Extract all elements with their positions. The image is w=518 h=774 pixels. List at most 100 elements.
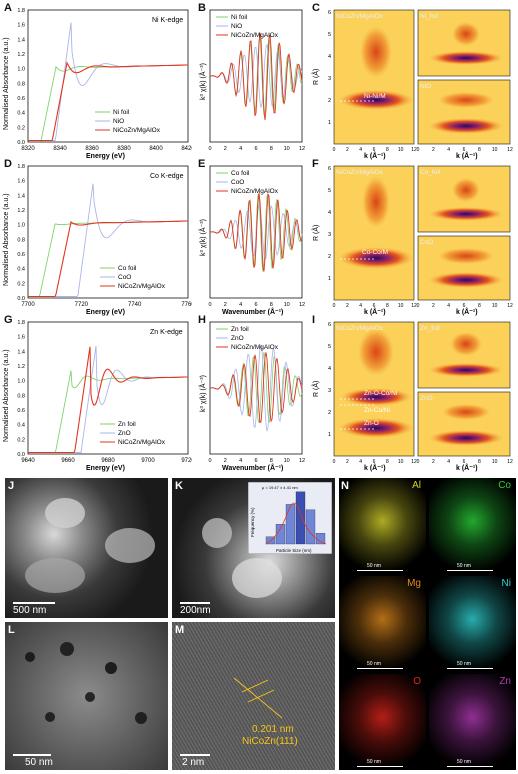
svg-text:NiCoZn/MgAlOx: NiCoZn/MgAlOx	[336, 325, 384, 332]
tick-label: 7740	[128, 302, 142, 308]
legend: Ni foil NiO NiCoZn/MgAlOx	[95, 109, 161, 134]
tick-label: 0	[417, 303, 420, 309]
tick-label: 8	[270, 302, 273, 308]
tick-label: 2	[224, 458, 227, 464]
fit-curve	[265, 502, 327, 545]
panel-label-j: J	[8, 480, 15, 492]
svg-text:Co-Co/M: Co-Co/M	[362, 249, 388, 256]
svg-text:Energy (eV): Energy (eV)	[86, 465, 125, 472]
tick-label: 1.2	[17, 364, 25, 370]
tick-label: 2	[432, 303, 435, 309]
panel-label-c: C	[312, 2, 320, 14]
svg-text:k³ χ(k) (Å⁻³): k³ χ(k) (Å⁻³)	[198, 375, 207, 412]
svg-text:Energy (eV): Energy (eV)	[86, 309, 125, 316]
map-title-foil: Ni_foil	[420, 13, 439, 20]
svg-text:NiCoZn/MgAlOx: NiCoZn/MgAlOx	[113, 127, 161, 134]
legend: Ni foil NiO NiCoZn/MgAlOx	[216, 14, 279, 39]
svg-text:CoO: CoO	[118, 274, 131, 281]
wavelet-co: R (Å) Co-Co/M NiCoZn/MgAlOx Co_foil CoO …	[311, 165, 513, 316]
tick-label: 2	[328, 98, 331, 104]
tick-label: 0.4	[17, 111, 25, 117]
edge-label: Ni K-edge	[152, 17, 183, 24]
tick-label: 10	[492, 147, 498, 153]
tick-label: 2	[432, 147, 435, 153]
tick-label: 0.2	[17, 281, 25, 287]
tick-label: 4	[359, 459, 362, 465]
scale-bar	[13, 602, 55, 604]
svg-text:Wavenumber (Å⁻¹): Wavenumber (Å⁻¹)	[222, 463, 283, 472]
tick-label: 8	[270, 458, 273, 464]
wavelet-ni: R (Å) Ni-Ni/M NiCoZn/MgAlOx Ni_foil NiO …	[311, 9, 513, 160]
hrtem-image: M 0.201 nm NiCoZn(111) 2 nm	[172, 622, 335, 770]
histogram-title: μ = 19.47 ± 4.41 nm	[262, 485, 298, 490]
tick-label: 12	[411, 459, 417, 465]
panel-label-d: D	[4, 158, 12, 170]
svg-text:NiO: NiO	[113, 118, 124, 125]
tick-label: 12	[507, 459, 513, 465]
svg-text:CoO: CoO	[231, 179, 244, 186]
scale-bar	[357, 668, 403, 669]
tick-label: 8	[386, 147, 389, 153]
xanes-co-chart: Co K-edge Energy (eV) Normalised Absorba…	[3, 164, 192, 316]
edx-element-label: Al	[412, 480, 421, 491]
panel-label-k: K	[175, 480, 183, 492]
tick-label: 1.4	[17, 37, 25, 43]
tem-image: L 50 nm	[5, 622, 168, 770]
histogram-bar	[305, 509, 316, 545]
tick-label: 0.2	[17, 125, 25, 131]
tick-label: 6	[328, 166, 331, 172]
tick-label: 12	[299, 146, 305, 152]
svg-text:Normalised Absorbance (a.u.): Normalised Absorbance (a.u.)	[3, 193, 10, 286]
tick-label: 8	[386, 459, 389, 465]
panel-label-a: A	[4, 2, 12, 14]
edx-element-label: Zn	[499, 676, 511, 687]
tick-label: 0	[333, 459, 336, 465]
tick-label: 12	[299, 458, 305, 464]
exafs-co-chart: k³ χ(k) (Å⁻³) Wavenumber (Å⁻¹) 0 2 4 6 8 10 12…	[198, 165, 305, 316]
svg-text:Zn_foil: Zn_foil	[420, 325, 440, 332]
tick-label: 1.8	[17, 164, 25, 170]
scale-bar-label: 50 nm	[457, 759, 471, 765]
tick-label: 1	[328, 432, 331, 438]
tick-label: 0	[208, 146, 211, 152]
histogram-bar	[265, 536, 276, 545]
edx-map-co: Co 50 nm	[429, 478, 516, 574]
tick-label: 9680	[101, 458, 115, 464]
histogram-xlabel: Particle Size (nm)	[276, 548, 312, 553]
tick-label: 0.8	[17, 81, 25, 87]
tick-label: 1	[328, 276, 331, 282]
scale-bar-label: 50 nm	[367, 661, 381, 667]
svg-text:R (Å): R (Å)	[311, 381, 320, 397]
tick-label: 3	[328, 232, 331, 238]
tick-label: 6	[254, 146, 257, 152]
panel-label-f: F	[312, 158, 319, 170]
svg-text:NiCoZn/MgAlOx: NiCoZn/MgAlOx	[118, 439, 166, 446]
svg-text:NiCoZn/MgAlOx: NiCoZn/MgAlOx	[336, 169, 384, 176]
scale-bar	[447, 570, 493, 571]
tick-label: 2	[346, 459, 349, 465]
tick-label: 4	[328, 210, 331, 216]
tick-label: 4	[328, 366, 331, 372]
tick-label: 9700	[141, 458, 155, 464]
tick-label: 0.0	[17, 296, 25, 302]
panel-label-e: E	[198, 158, 206, 170]
tick-label: 0.0	[17, 452, 25, 458]
series-oxide-line	[28, 22, 188, 141]
tick-label: 2	[432, 459, 435, 465]
tick-label: 5	[328, 344, 331, 350]
edx-map-ni: Ni 50 nm	[429, 576, 516, 672]
tick-label: 8400	[149, 146, 163, 152]
tick-label: 0.6	[17, 408, 25, 414]
panel-label-l: L	[8, 624, 15, 636]
tick-label: 8	[478, 303, 481, 309]
tick-label: 0.6	[17, 96, 25, 102]
tick-label: 4	[359, 147, 362, 153]
y-axis-label: k³ χ(k) (Å⁻³)	[198, 63, 207, 100]
xanes-ni-chart: Ni K-edge Energy (eV) Normalised Absorba…	[3, 8, 192, 160]
tick-label: 1.6	[17, 23, 25, 29]
exafs-zn-chart: k³ χ(k) (Å⁻³) Wavenumber (Å⁻¹) 0 2 4 6 8 10 12…	[198, 321, 305, 472]
tick-label: 6	[463, 459, 466, 465]
tick-label: 0	[417, 459, 420, 465]
svg-text:Zn foil: Zn foil	[231, 326, 249, 333]
svg-text:Zn-O-Co/Ni: Zn-O-Co/Ni	[364, 390, 397, 397]
